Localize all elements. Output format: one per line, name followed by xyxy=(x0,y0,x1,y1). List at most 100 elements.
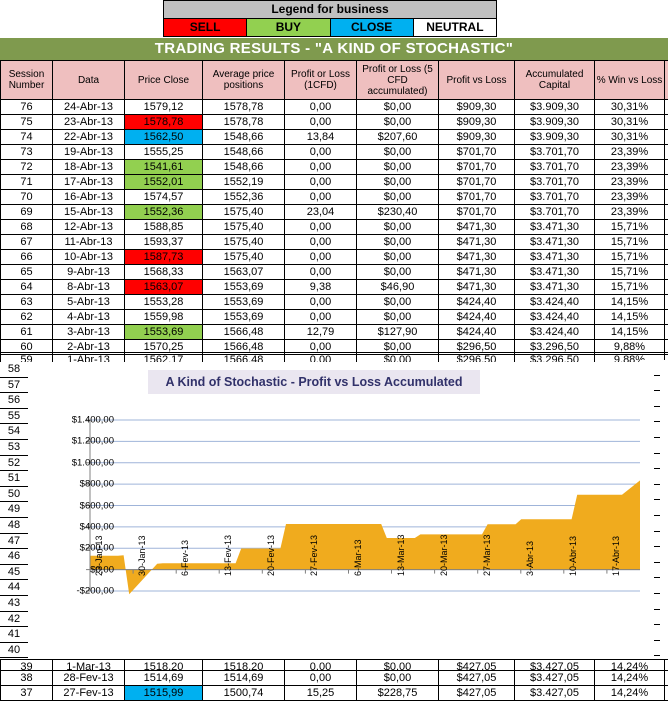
row-edge-mark xyxy=(654,547,660,563)
cell-drawdown: -$105,75 xyxy=(664,159,668,175)
col-average-price-positions: Average price positions xyxy=(202,60,285,100)
cell-accumulated-capital: $3.471,30 xyxy=(514,264,595,280)
cell-accumulated-capital: $3.427,05 xyxy=(514,685,595,701)
cell-price-close: 1578,78 xyxy=(124,114,203,130)
table-row: 65 9-Abr-13 1568,33 1563,07 0,00 $0,00 $471,30… xyxy=(0,264,668,280)
cell-data: 28-Fev-13 xyxy=(52,670,125,686)
row-number: 43 xyxy=(0,595,28,612)
cell-average-price: 1518,20 xyxy=(202,659,285,670)
row-number: 56 xyxy=(0,393,28,409)
cell-drawdown: $111,05 xyxy=(664,189,668,205)
cell-price-close: 1559,98 xyxy=(124,309,203,325)
cell-profit-loss-1cfd: 0,00 xyxy=(284,352,357,362)
row-number: 54 xyxy=(0,424,28,440)
cell-profit-loss-5cfd: $0,00 xyxy=(356,219,439,235)
legend-cell-buy: BUY xyxy=(247,19,331,36)
legend-cell-sell: SELL xyxy=(164,19,248,36)
row-edge-mark xyxy=(654,407,660,423)
cell-session-number: 67 xyxy=(0,234,53,250)
row-edge-mark xyxy=(654,500,660,516)
cell-profit-vs-loss: $424,40 xyxy=(438,309,515,325)
cell-profit-vs-loss: $701,70 xyxy=(438,189,515,205)
row-number: 52 xyxy=(0,455,28,472)
cell-average-price: 1575,40 xyxy=(202,204,285,220)
cell-average-price: 1575,40 xyxy=(202,234,285,250)
cell-data: 10-Abr-13 xyxy=(52,249,125,265)
row-number: 49 xyxy=(0,502,28,518)
cell-accumulated-capital: $3.471,30 xyxy=(514,279,595,295)
cell-profit-loss-5cfd: $0,00 xyxy=(356,159,439,175)
cell-profit-loss-5cfd: $228,75 xyxy=(356,685,439,701)
cell-price-close: 1515,99 xyxy=(124,685,203,701)
cell-data: 8-Abr-13 xyxy=(52,279,125,295)
table-row: 38 28-Fev-13 1514,69 1514,69 0,00 $0,00 $427,0… xyxy=(0,670,668,686)
table-row: 74 22-Abr-13 1562,50 1548,66 13,84 $207,60 $90… xyxy=(0,129,668,145)
cell-win-vs-loss: 23,39% xyxy=(594,174,665,190)
cell-average-price: 1552,36 xyxy=(202,189,285,205)
row-edge-mark xyxy=(654,610,660,626)
row-number: 41 xyxy=(0,627,28,643)
cell-win-vs-loss: 30,31% xyxy=(594,114,665,130)
cell-profit-loss-5cfd: $0,00 xyxy=(356,249,439,265)
cell-accumulated-capital: $3.424,40 xyxy=(514,294,595,310)
cell-session-number: 64 xyxy=(0,279,53,295)
cell-accumulated-capital: $3.701,70 xyxy=(514,204,595,220)
table-row: 59 1-Abr-13 1562,17 1566,48 0,00 $0,00 $296,50… xyxy=(0,352,668,362)
table-row: 62 4-Abr-13 1559,98 1553,69 0,00 $0,00 $424,40… xyxy=(0,309,668,325)
row-edge-mark xyxy=(654,391,660,407)
cell-price-close: 1562,17 xyxy=(124,352,203,362)
table-row: 66 10-Abr-13 1587,73 1575,40 0,00 $0,00 $471,3… xyxy=(0,249,668,265)
col-accumulated-capital: Accumulated Capital xyxy=(514,60,595,100)
row-edge-mark xyxy=(654,532,660,548)
cell-drawdown: $0,00 xyxy=(664,204,668,220)
cell-accumulated-capital: $3.471,30 xyxy=(514,249,595,265)
cell-profit-loss-5cfd: $0,00 xyxy=(356,659,439,670)
row-number: 44 xyxy=(0,580,28,596)
x-axis-tick-label: 27-Mar-13 xyxy=(481,534,492,576)
cell-drawdown: -$134,50 xyxy=(664,219,668,235)
cell-session-number: 63 xyxy=(0,294,53,310)
cell-average-price: 1563,07 xyxy=(202,264,285,280)
y-axis-tick-label: $1.400,00 xyxy=(71,414,114,426)
x-axis-tick-label: 23-Jan-13 xyxy=(94,535,104,576)
chart-x-axis-labels: 23-Jan-13 30-Jan-13 6-Fev-13 13-Fev-13 20-Fe… xyxy=(28,362,668,662)
cell-drawdown: $31,45 xyxy=(664,309,668,325)
row-number: 57 xyxy=(0,377,28,394)
table-row: 76 24-Abr-13 1579,12 1578,78 0,00 $0,00 $909,3… xyxy=(0,99,668,115)
x-axis-tick-label: 6-Fev-13 xyxy=(180,539,191,576)
cell-drawdown: -$1,75 xyxy=(664,174,668,190)
col-profit-or-loss-1cfd: Profit or Loss (1CFD) xyxy=(284,60,357,100)
row-number: 47 xyxy=(0,533,28,550)
page-title: TRADING RESULTS - "A KIND OF STOCHASTIC" xyxy=(0,38,668,60)
cell-session-number: 65 xyxy=(0,264,53,280)
x-axis-tick-label: 20-Mar-13 xyxy=(438,534,449,576)
table-row: 60 2-Abr-13 1570,25 1566,48 0,00 $0,00 $296,50… xyxy=(0,339,668,355)
cell-win-vs-loss: 15,71% xyxy=(594,264,665,280)
cell-price-close: 1574,57 xyxy=(124,189,203,205)
cell-profit-loss-1cfd: 0,00 xyxy=(284,264,357,280)
cell-win-vs-loss: 14,24% xyxy=(594,659,665,670)
cell-profit-vs-loss: $701,70 xyxy=(438,174,515,190)
cell-accumulated-capital: $3.471,30 xyxy=(514,219,595,235)
cell-average-price: 1548,66 xyxy=(202,144,285,160)
cell-average-price: 1575,40 xyxy=(202,219,285,235)
cell-session-number: 39 xyxy=(0,659,53,670)
cell-profit-vs-loss: $701,70 xyxy=(438,204,515,220)
legend-block: Legend for business SELL BUY CLOSE NEUTR… xyxy=(163,0,497,37)
cell-profit-vs-loss: $701,70 xyxy=(438,159,515,175)
row-number: 58 xyxy=(0,362,28,378)
cell-profit-loss-1cfd: 0,00 xyxy=(284,234,357,250)
cell-price-close: 1562,50 xyxy=(124,129,203,145)
table-row: 73 19-Abr-13 1555,25 1548,66 0,00 $0,00 $701,7… xyxy=(0,144,668,160)
cell-average-price: 1575,40 xyxy=(202,249,285,265)
cell-data: 9-Abr-13 xyxy=(52,264,125,280)
cell-session-number: 75 xyxy=(0,114,53,130)
cell-profit-loss-5cfd: $46,90 xyxy=(356,279,439,295)
cell-win-vs-loss: 15,71% xyxy=(594,249,665,265)
cell-profit-loss-5cfd: $0,00 xyxy=(356,294,439,310)
cell-session-number: 68 xyxy=(0,219,53,235)
cell-profit-loss-1cfd: 0,00 xyxy=(284,670,357,686)
cell-session-number: 62 xyxy=(0,309,53,325)
cell-profit-vs-loss: $427,05 xyxy=(438,670,515,686)
cell-accumulated-capital: $3.471,30 xyxy=(514,234,595,250)
